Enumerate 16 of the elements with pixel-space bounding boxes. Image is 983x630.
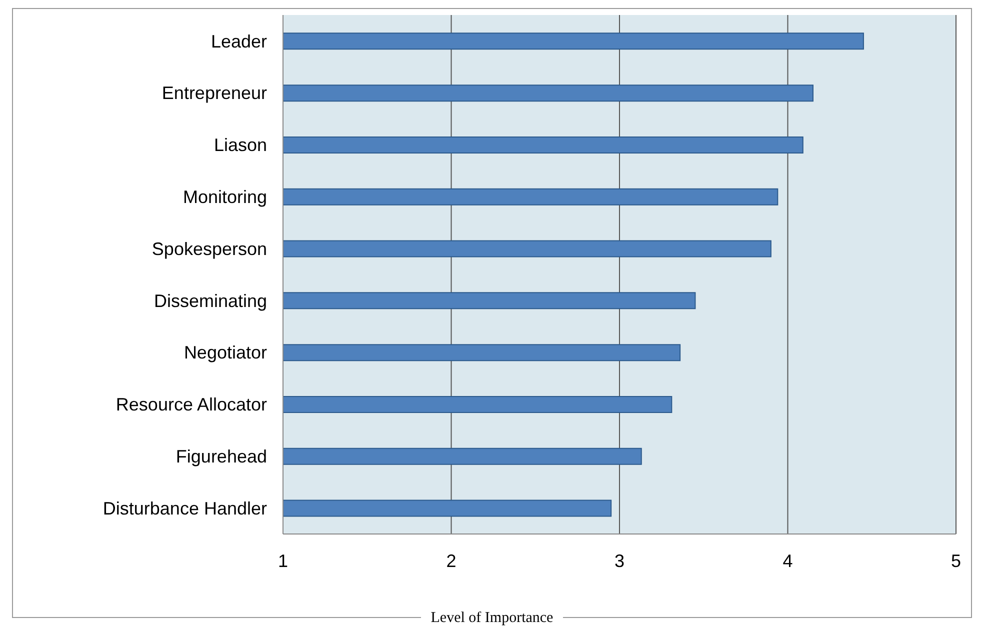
y-tick-label: Liason (214, 135, 267, 156)
y-tick-label: Disturbance Handler (102, 498, 267, 518)
x-tick-label: 1 (278, 550, 288, 571)
x-tick-label: 4 (782, 550, 793, 571)
y-tick-label: Disseminating (154, 290, 267, 311)
y-tick-label: Figurehead (176, 446, 267, 467)
y-tick-label: Spokesperson (152, 238, 267, 259)
x-axis-title: Level of Importance (420, 610, 564, 626)
x-tick-label: 2 (446, 550, 456, 571)
x-tick-label: 3 (614, 550, 625, 571)
y-tick-label: Entrepreneur (162, 83, 267, 104)
y-tick-label: Monitoring (182, 187, 267, 208)
y-tick-label: Resource Allocator (116, 394, 268, 415)
x-tick-label: 5 (950, 550, 962, 571)
y-tick-label: Negotiator (184, 342, 267, 363)
y-tick-label: Leader (210, 31, 267, 52)
